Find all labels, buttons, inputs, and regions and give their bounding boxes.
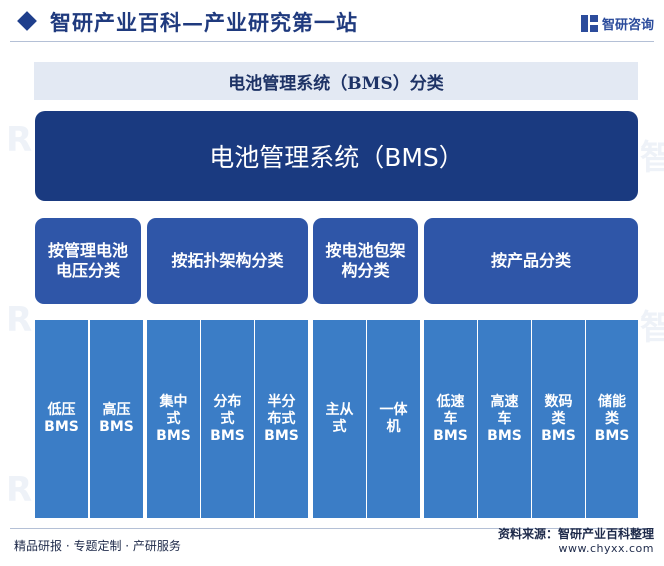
leaf-semi-distributed: 半分 布式 BMS <box>255 320 308 518</box>
watermark: 智 <box>640 308 664 348</box>
footer-source: 资料来源：智研产业百科整理 <box>497 527 654 541</box>
leaf-high-voltage: 高压 BMS <box>90 320 143 518</box>
category-topology: 按拓扑架构分类 <box>147 218 308 304</box>
watermark: 智 <box>640 138 664 178</box>
leaf-distributed: 分布 式 BMS <box>201 320 254 518</box>
leaf-digital: 数码 类 BMS <box>532 320 585 518</box>
leaf-low-speed-vehicle: 低速 车 BMS <box>424 320 477 518</box>
category-voltage: 按管理电池电压分类 <box>35 218 141 304</box>
header-diamond-icon <box>17 11 37 31</box>
leaf-centralized: 集中 式 BMS <box>147 320 200 518</box>
header-divider <box>10 41 654 42</box>
watermark: R <box>6 470 33 510</box>
watermark: R <box>6 120 33 160</box>
logo-icon <box>580 15 598 32</box>
leaf-low-voltage: 低压 BMS <box>35 320 88 518</box>
footer-services: 精品研报 · 专题定制 · 产研服务 <box>14 539 181 553</box>
leaf-master-slave: 主从 式 <box>313 320 366 518</box>
footer-divider <box>10 528 654 529</box>
diagram-title: 电池管理系统（BMS）分类 <box>34 62 638 100</box>
brand-logo: 智研咨询 <box>580 14 654 33</box>
root-node: 电池管理系统（BMS） <box>35 111 638 201</box>
leaf-energy-storage: 储能 类 BMS <box>586 320 638 518</box>
category-product: 按产品分类 <box>424 218 638 304</box>
footer-url: www.chyxx.com <box>558 542 654 555</box>
leaf-integrated: 一体 机 <box>367 320 420 518</box>
header-title: 智研产业百科—产业研究第一站 <box>50 10 358 35</box>
logo-text: 智研咨询 <box>601 18 654 33</box>
category-pack-architecture: 按电池包架构分类 <box>313 218 418 304</box>
watermark: R <box>6 300 33 340</box>
leaf-high-speed-vehicle: 高速 车 BMS <box>478 320 531 518</box>
